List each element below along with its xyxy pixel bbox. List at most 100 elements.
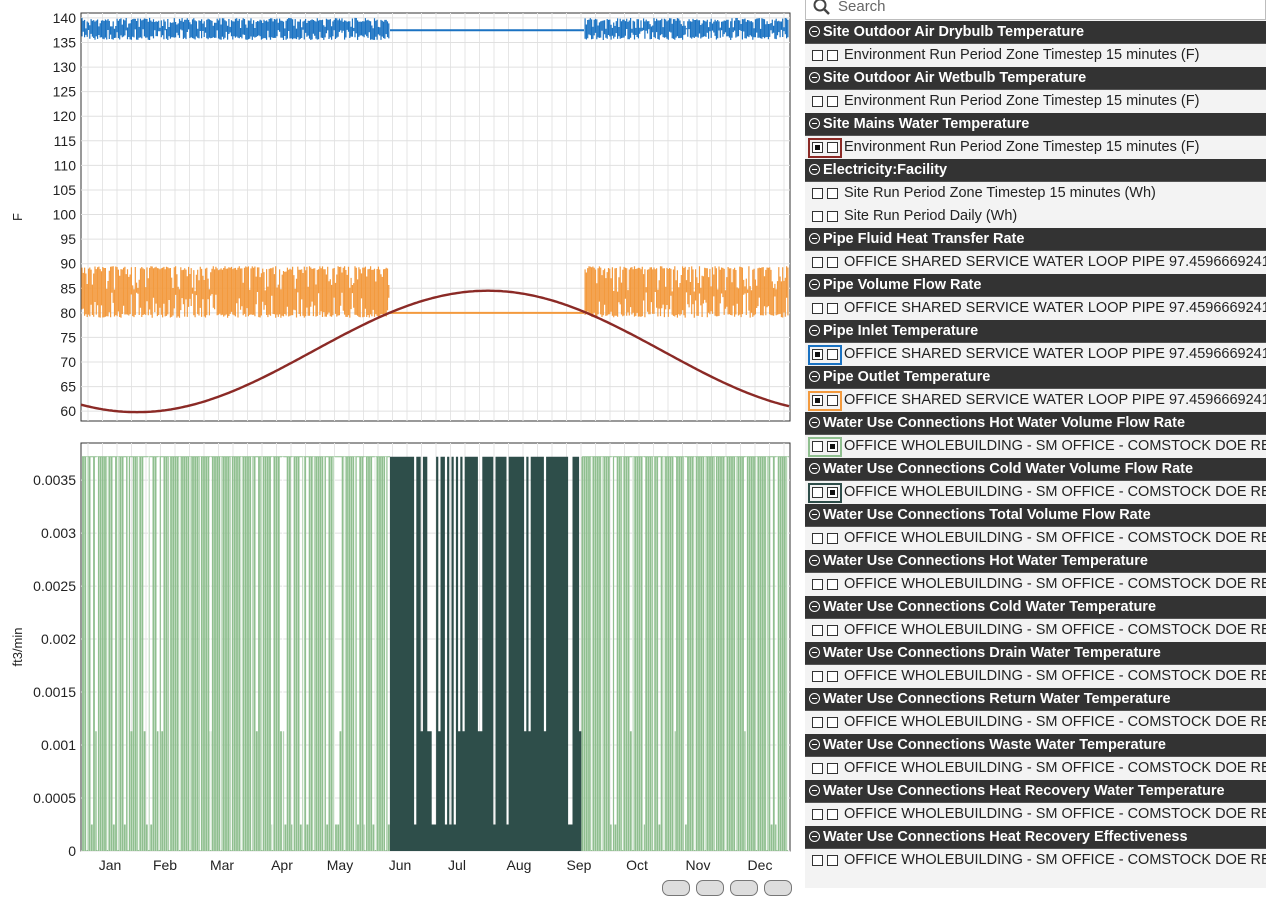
variable-row[interactable]: OFFICE WHOLEBUILDING - SM OFFICE - COMST… [805, 481, 1266, 504]
group-header[interactable]: Pipe Inlet Temperature [805, 320, 1266, 343]
plot-top-checkbox[interactable] [812, 49, 823, 61]
plot-bottom-checkbox[interactable] [827, 95, 838, 107]
plot-bottom-checkbox[interactable] [827, 187, 838, 199]
plot-bottom-checkbox[interactable] [827, 578, 838, 590]
plot-bottom-checkbox[interactable] [827, 49, 838, 61]
collapse-icon[interactable] [809, 417, 820, 428]
collapse-icon[interactable] [809, 601, 820, 612]
variable-row[interactable]: OFFICE WHOLEBUILDING - SM OFFICE - COMST… [805, 711, 1266, 734]
collapse-icon[interactable] [809, 118, 820, 129]
variable-row[interactable]: OFFICE WHOLEBUILDING - SM OFFICE - COMST… [805, 527, 1266, 550]
collapse-icon[interactable] [809, 463, 820, 474]
zoom-controls[interactable] [662, 880, 802, 896]
temperature-chart[interactable]: 140 135 130 125 120 115 110 105 100 95 90 85 80 75 70 6… [0, 0, 800, 430]
plot-bottom-checkbox[interactable] [827, 348, 838, 360]
plot-bottom-checkbox[interactable] [827, 141, 838, 153]
flow-rate-chart[interactable]: 0.0035 0.003 0.0025 0.002 0.0015 0.001 0.0005 0… [0, 0, 800, 888]
plot-bottom-checkbox[interactable] [827, 762, 838, 774]
plot-bottom-checkbox[interactable] [827, 532, 838, 544]
plot-top-checkbox[interactable] [812, 762, 823, 774]
plot-top-checkbox[interactable] [812, 670, 823, 682]
plot-bottom-checkbox[interactable] [827, 302, 838, 314]
plot-bottom-checkbox[interactable] [827, 440, 838, 452]
variable-row[interactable]: Environment Run Period Zone Timestep 15 … [805, 136, 1266, 159]
plot-bottom-checkbox[interactable] [827, 716, 838, 728]
plot-top-checkbox[interactable] [812, 624, 823, 636]
variable-row[interactable]: OFFICE WHOLEBUILDING - SM OFFICE - COMST… [805, 757, 1266, 780]
plot-top-checkbox[interactable] [812, 95, 823, 107]
group-header[interactable]: Electricity:Facility [805, 159, 1266, 182]
fit-icon[interactable] [730, 880, 758, 896]
variable-row[interactable]: OFFICE WHOLEBUILDING - SM OFFICE - COMST… [805, 665, 1266, 688]
plot-area[interactable]: 140 135 130 125 120 115 110 105 100 95 90 85 80 75 70 6… [0, 0, 800, 888]
plot-top-checkbox[interactable] [812, 394, 823, 406]
variable-row[interactable]: OFFICE WHOLEBUILDING - SM OFFICE - COMST… [805, 573, 1266, 596]
variable-row[interactable]: OFFICE SHARED SERVICE WATER LOOP PIPE 97… [805, 297, 1266, 320]
plot-top-checkbox[interactable] [812, 532, 823, 544]
variable-row[interactable]: Site Run Period Zone Timestep 15 minutes… [805, 182, 1266, 205]
variable-row[interactable]: OFFICE WHOLEBUILDING - SM OFFICE - COMST… [805, 619, 1266, 642]
plot-bottom-checkbox[interactable] [827, 854, 838, 866]
plot-top-checkbox[interactable] [812, 256, 823, 268]
collapse-icon[interactable] [809, 509, 820, 520]
variable-row[interactable]: Environment Run Period Zone Timestep 15 … [805, 90, 1266, 113]
plot-bottom-checkbox[interactable] [827, 210, 838, 222]
group-header[interactable]: Water Use Connections Drain Water Temper… [805, 642, 1266, 665]
plot-top-checkbox[interactable] [812, 716, 823, 728]
collapse-icon[interactable] [809, 739, 820, 750]
group-header[interactable]: Site Mains Water Temperature [805, 113, 1266, 136]
search-bar[interactable]: Search [805, 0, 1266, 20]
group-header[interactable]: Water Use Connections Hot Water Volume F… [805, 412, 1266, 435]
zoom-in-icon[interactable] [662, 880, 690, 896]
variable-row[interactable]: OFFICE WHOLEBUILDING - SM OFFICE - COMST… [805, 849, 1266, 872]
collapse-icon[interactable] [809, 279, 820, 290]
zoom-out-icon[interactable] [696, 880, 724, 896]
collapse-icon[interactable] [809, 371, 820, 382]
variable-row[interactable]: Site Run Period Daily (Wh) [805, 205, 1266, 228]
plot-top-checkbox[interactable] [812, 348, 823, 360]
collapse-icon[interactable] [809, 26, 820, 37]
collapse-icon[interactable] [809, 164, 820, 175]
collapse-icon[interactable] [809, 72, 820, 83]
group-header[interactable]: Water Use Connections Cold Water Tempera… [805, 596, 1266, 619]
search-input[interactable]: Search [838, 0, 886, 15]
group-header[interactable]: Water Use Connections Return Water Tempe… [805, 688, 1266, 711]
plot-top-checkbox[interactable] [812, 440, 823, 452]
plot-top-checkbox[interactable] [812, 302, 823, 314]
plot-top-checkbox[interactable] [812, 141, 823, 153]
collapse-icon[interactable] [809, 325, 820, 336]
plot-bottom-checkbox[interactable] [827, 670, 838, 682]
variable-row[interactable]: Environment Run Period Zone Timestep 15 … [805, 44, 1266, 67]
group-header[interactable]: Pipe Volume Flow Rate [805, 274, 1266, 297]
collapse-icon[interactable] [809, 693, 820, 704]
variable-row[interactable]: OFFICE SHARED SERVICE WATER LOOP PIPE 97… [805, 251, 1266, 274]
plot-bottom-checkbox[interactable] [827, 394, 838, 406]
variable-row[interactable]: OFFICE WHOLEBUILDING - SM OFFICE - COMST… [805, 435, 1266, 458]
group-header[interactable]: Water Use Connections Hot Water Temperat… [805, 550, 1266, 573]
plot-top-checkbox[interactable] [812, 486, 823, 498]
group-header[interactable]: Water Use Connections Waste Water Temper… [805, 734, 1266, 757]
plot-bottom-checkbox[interactable] [827, 486, 838, 498]
group-header[interactable]: Water Use Connections Total Volume Flow … [805, 504, 1266, 527]
group-header[interactable]: Pipe Outlet Temperature [805, 366, 1266, 389]
back-icon[interactable] [764, 880, 792, 896]
variable-row[interactable]: OFFICE WHOLEBUILDING - SM OFFICE - COMST… [805, 803, 1266, 826]
plot-top-checkbox[interactable] [812, 187, 823, 199]
collapse-icon[interactable] [809, 647, 820, 658]
collapse-icon[interactable] [809, 785, 820, 796]
group-header[interactable]: Water Use Connections Cold Water Volume … [805, 458, 1266, 481]
plot-bottom-checkbox[interactable] [827, 808, 838, 820]
group-header[interactable]: Site Outdoor Air Drybulb Temperature [805, 21, 1266, 44]
plot-top-checkbox[interactable] [812, 210, 823, 222]
group-header[interactable]: Water Use Connections Heat Recovery Wate… [805, 780, 1266, 803]
plot-bottom-checkbox[interactable] [827, 256, 838, 268]
collapse-icon[interactable] [809, 555, 820, 566]
plot-top-checkbox[interactable] [812, 808, 823, 820]
variable-row[interactable]: OFFICE SHARED SERVICE WATER LOOP PIPE 97… [805, 389, 1266, 412]
collapse-icon[interactable] [809, 831, 820, 842]
collapse-icon[interactable] [809, 233, 820, 244]
group-header[interactable]: Site Outdoor Air Wetbulb Temperature [805, 67, 1266, 90]
plot-top-checkbox[interactable] [812, 854, 823, 866]
plot-bottom-checkbox[interactable] [827, 624, 838, 636]
group-header[interactable]: Water Use Connections Heat Recovery Effe… [805, 826, 1266, 849]
